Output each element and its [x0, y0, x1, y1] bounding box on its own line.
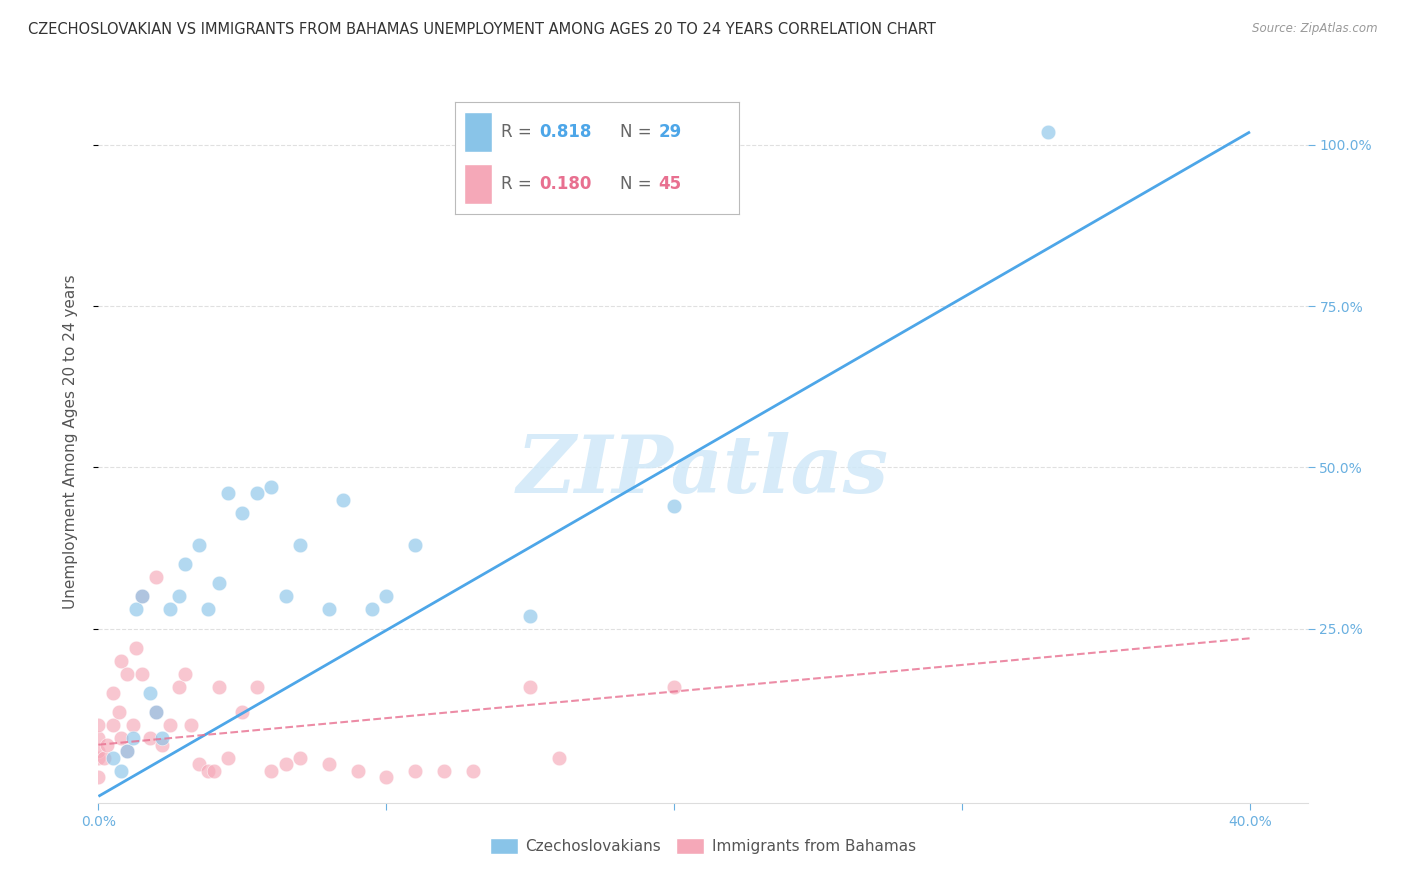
Point	[125, 640, 148, 655]
Point	[125, 602, 148, 616]
Point	[115, 744, 138, 758]
Point	[332, 492, 354, 507]
Point	[145, 706, 167, 720]
Point	[260, 480, 283, 494]
Text: Source: ZipAtlas.com: Source: ZipAtlas.com	[1253, 22, 1378, 36]
Point	[433, 764, 456, 778]
Point	[246, 680, 269, 694]
Point	[110, 654, 132, 668]
Point	[1038, 125, 1060, 139]
Y-axis label: Unemployment Among Ages 20 to 24 years: Unemployment Among Ages 20 to 24 years	[63, 274, 77, 609]
Point	[139, 731, 162, 746]
Point	[101, 750, 124, 764]
Point	[208, 576, 231, 591]
Point	[519, 608, 541, 623]
Point	[145, 570, 167, 584]
Point	[217, 750, 239, 764]
Point	[101, 718, 124, 732]
Point	[159, 602, 181, 616]
Point	[375, 590, 398, 604]
Point	[664, 680, 686, 694]
Point	[115, 744, 138, 758]
Point	[288, 750, 311, 764]
Point	[87, 718, 110, 732]
Text: CZECHOSLOVAKIAN VS IMMIGRANTS FROM BAHAMAS UNEMPLOYMENT AMONG AGES 20 TO 24 YEAR: CZECHOSLOVAKIAN VS IMMIGRANTS FROM BAHAM…	[28, 22, 936, 37]
Point	[131, 590, 153, 604]
Point	[115, 666, 138, 681]
Text: ZIPatlas: ZIPatlas	[517, 432, 889, 509]
Point	[87, 731, 110, 746]
Point	[548, 750, 571, 764]
Point	[217, 486, 239, 500]
Legend: Czechoslovakians, Immigrants from Bahamas: Czechoslovakians, Immigrants from Bahama…	[484, 832, 922, 860]
Point	[107, 706, 129, 720]
Point	[101, 686, 124, 700]
Point	[110, 764, 132, 778]
Point	[139, 686, 162, 700]
Point	[173, 666, 195, 681]
Point	[231, 706, 253, 720]
Point	[519, 680, 541, 694]
Point	[150, 738, 173, 752]
Point	[260, 764, 283, 778]
Point	[122, 731, 145, 746]
Point	[375, 770, 398, 784]
Point	[145, 706, 167, 720]
Point	[87, 770, 110, 784]
Point	[188, 757, 211, 772]
Point	[197, 602, 219, 616]
Point	[167, 680, 190, 694]
Point	[96, 738, 118, 752]
Point	[231, 506, 253, 520]
Point	[87, 750, 110, 764]
Point	[461, 764, 484, 778]
Point	[361, 602, 384, 616]
Point	[404, 538, 426, 552]
Point	[93, 750, 115, 764]
Point	[131, 590, 153, 604]
Point	[208, 680, 231, 694]
Point	[180, 718, 202, 732]
Point	[202, 764, 225, 778]
Point	[404, 764, 426, 778]
Point	[318, 757, 340, 772]
Point	[346, 764, 368, 778]
Point	[167, 590, 190, 604]
Point	[159, 718, 181, 732]
Point	[122, 718, 145, 732]
Point	[318, 602, 340, 616]
Point	[664, 499, 686, 513]
Point	[274, 757, 297, 772]
Point	[274, 590, 297, 604]
Point	[288, 538, 311, 552]
Point	[173, 557, 195, 571]
Point	[188, 538, 211, 552]
Point	[131, 666, 153, 681]
Point	[87, 744, 110, 758]
Point	[197, 764, 219, 778]
Point	[246, 486, 269, 500]
Point	[110, 731, 132, 746]
Point	[150, 731, 173, 746]
